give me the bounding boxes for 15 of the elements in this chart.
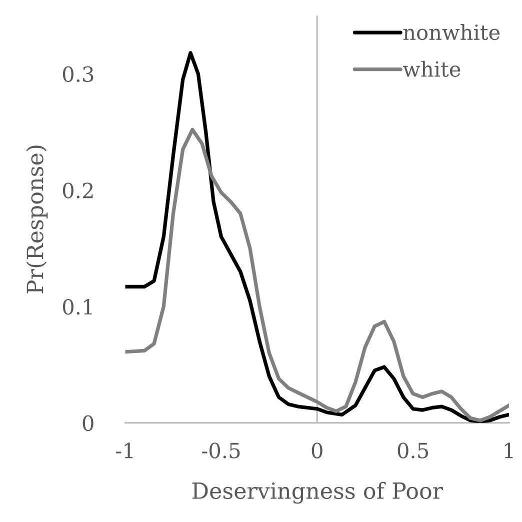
x-axis-title: Deservingness of Poor — [192, 482, 444, 504]
line-series — [125, 51, 509, 423]
legend-label: nonwhite — [403, 24, 500, 40]
y-tick-label: 0.2 — [62, 182, 93, 198]
y-tick-label: 0.3 — [62, 66, 94, 82]
legend-label: white — [402, 60, 460, 77]
y-tick-label: 0.1 — [62, 298, 92, 315]
x-tick-label: 0.5 — [398, 442, 428, 458]
x-tick-label: 1 — [504, 442, 513, 458]
y-tick-label: 0 — [82, 415, 94, 432]
line-series — [125, 128, 509, 422]
y-axis-title: Pr(Response) — [26, 146, 48, 294]
x-tick-label: -0.5 — [202, 442, 240, 458]
x-tick-label: 0 — [312, 442, 322, 458]
x-tick-label: -1 — [116, 442, 132, 458]
